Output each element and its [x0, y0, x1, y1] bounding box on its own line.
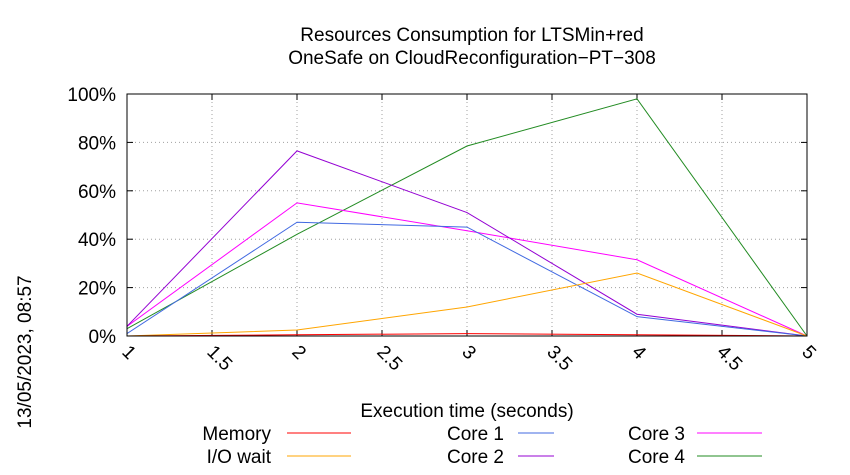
x-tick-label: 4: [627, 342, 650, 365]
legend-label: Core 4: [628, 447, 685, 468]
y-tick-label: 0%: [89, 327, 117, 348]
y-tick-label: 100%: [67, 85, 116, 106]
y-tick-label: 80%: [78, 133, 116, 154]
x-tick-label: 4.5: [712, 342, 746, 376]
series-line-core-2: [126, 150, 808, 337]
y-tick-label: 20%: [78, 279, 116, 300]
y-tick-label: 40%: [78, 230, 116, 251]
legend-label: Core 3: [628, 424, 685, 445]
plot-frame: [126, 93, 808, 337]
legend-label: Memory: [202, 424, 271, 445]
series-line-i-o-wait: [126, 272, 808, 337]
timestamp: 13/05/2023, 08:57: [15, 275, 36, 428]
grid-lines: [126, 93, 808, 337]
series-line-core-3: [126, 202, 808, 337]
series-line-core-1: [126, 221, 808, 337]
series-line-memory: [126, 333, 808, 337]
y-tick-label: 60%: [78, 182, 116, 203]
chart-title-line-1: Resources Consumption for LTSMin+red: [300, 25, 643, 46]
x-tick-label: 3: [457, 342, 479, 364]
x-tick-label: 1.5: [202, 342, 236, 376]
data-series: [126, 98, 808, 337]
legend-label: I/O wait: [207, 447, 272, 468]
y-axis-ticks: 0% 20% 40% 60% 80% 100%: [67, 85, 807, 348]
x-tick-label: 1: [117, 342, 139, 364]
x-tick-label: 2: [287, 342, 309, 364]
x-tick-label: 2.5: [372, 342, 406, 376]
legend-label: Core 2: [447, 447, 504, 468]
x-axis-label: Execution time (seconds): [360, 401, 573, 422]
legend-label: Core 1: [447, 424, 504, 445]
chart-title-line-2: OneSafe on CloudReconfiguration−PT−308: [288, 48, 656, 69]
series-line-core-4: [126, 98, 808, 337]
x-tick-label: 3.5: [542, 342, 576, 376]
x-tick-label: 5: [797, 342, 819, 364]
